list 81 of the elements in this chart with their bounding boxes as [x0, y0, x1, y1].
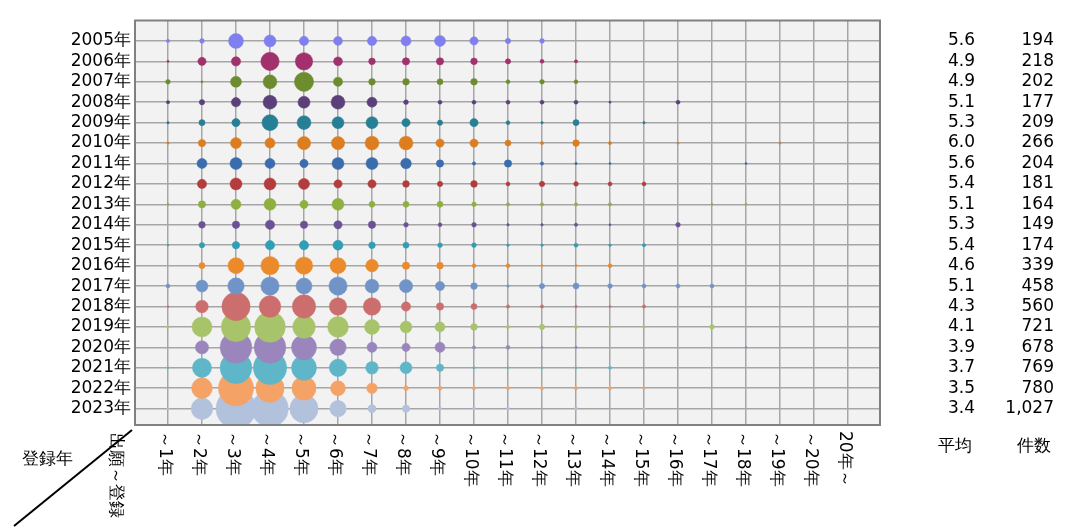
- text: 560: [1021, 294, 1054, 315]
- y-tick-label: 2009年: [70, 111, 131, 132]
- y-tick-label: 2005年: [70, 29, 131, 50]
- text: 件数: [1017, 435, 1051, 456]
- y-tick-label: 2006年: [70, 49, 131, 70]
- text: 4.9: [947, 70, 975, 91]
- x-tick-label: ～9年: [427, 431, 448, 476]
- text: 5.4: [947, 172, 975, 193]
- x-tick-label: 20年～: [835, 431, 856, 487]
- y-tick-label: 2021年: [70, 356, 131, 377]
- y-tick-label: 2010年: [70, 131, 131, 152]
- y-tick-label: 2022年: [70, 376, 131, 397]
- text: 5.1: [947, 192, 975, 213]
- text: 5.1: [947, 274, 975, 295]
- x-tick-label: ～18年: [733, 431, 754, 487]
- y-tick-label: 2016年: [70, 254, 131, 275]
- text: 5.3: [947, 213, 975, 234]
- x-tick-label: ～5年: [291, 431, 312, 476]
- text: 3.5: [947, 376, 975, 397]
- y-tick-label: 2018年: [70, 294, 131, 315]
- text: 5.6: [947, 151, 975, 172]
- y-axis-title: 登録年: [22, 448, 73, 469]
- y-tick-label: 2008年: [70, 90, 131, 111]
- y-tick-label: 2020年: [70, 335, 131, 356]
- x-tick-label: ～20年: [801, 431, 822, 487]
- text: 3.7: [947, 356, 975, 377]
- x-tick-label: ～1年: [155, 431, 176, 476]
- x-tick-label: ～14年: [597, 431, 618, 487]
- x-tick-label: ～8年: [393, 431, 414, 476]
- text: 平均: [938, 435, 972, 456]
- text: 149: [1021, 213, 1054, 234]
- x-tick-label: ～10年: [461, 431, 482, 487]
- text: 3.4: [947, 397, 975, 418]
- x-tick-label: ～12年: [529, 431, 550, 487]
- text: 266: [1021, 131, 1054, 152]
- text: 721: [1021, 315, 1054, 336]
- text: 204: [1021, 151, 1054, 172]
- y-tick-label: 2011年: [70, 151, 131, 172]
- x-tick-label: ～4年: [257, 431, 278, 476]
- x-tick-label: ～7年: [359, 431, 380, 476]
- text: 218: [1021, 49, 1054, 70]
- text: 202: [1021, 70, 1054, 91]
- text: 164: [1021, 192, 1054, 213]
- text: 174: [1021, 233, 1054, 254]
- text: 4.9: [947, 49, 975, 70]
- y-tick-label: 2014年: [70, 213, 131, 234]
- x-tick-label: ～16年: [665, 431, 686, 487]
- x-tick-label: ～2年: [189, 431, 210, 476]
- text: 4.3: [947, 294, 975, 315]
- y-tick-label: 2019年: [70, 315, 131, 336]
- text: 5.4: [947, 233, 975, 254]
- text: 181: [1021, 172, 1054, 193]
- text: 5.6: [947, 29, 975, 50]
- text: 4.1: [947, 315, 975, 336]
- y-tick-label: 2013年: [70, 192, 131, 213]
- y-tick-label: 2012年: [70, 172, 131, 193]
- text: 209: [1021, 111, 1054, 132]
- text: 5.3: [947, 111, 975, 132]
- x-tick-label: ～17年: [699, 431, 720, 487]
- text: 458: [1021, 274, 1054, 295]
- y-tick-label: 2015年: [70, 233, 131, 254]
- y-tick-label: 2007年: [70, 70, 131, 91]
- text: 678: [1021, 335, 1054, 356]
- x-tick-label: ～13年: [563, 431, 584, 487]
- x-tick-label: ～19年: [767, 431, 788, 487]
- text: 3.9: [947, 335, 975, 356]
- text: 5.1: [947, 90, 975, 111]
- text: 1,027: [1005, 397, 1054, 418]
- x-tick-label: ～6年: [325, 431, 346, 476]
- text: 769: [1021, 356, 1054, 377]
- y-tick-label: 2017年: [70, 274, 131, 295]
- x-tick-label: ～11年: [495, 431, 516, 487]
- text: 4.6: [947, 254, 975, 275]
- text: 6.0: [947, 131, 975, 152]
- y-tick-label: 2023年: [70, 397, 131, 418]
- x-tick-label: ～15年: [631, 431, 652, 487]
- text: 177: [1021, 90, 1054, 111]
- x-tick-label: ～3年: [223, 431, 244, 476]
- text: 194: [1021, 29, 1054, 50]
- text: 339: [1021, 254, 1054, 275]
- text: 780: [1021, 376, 1054, 397]
